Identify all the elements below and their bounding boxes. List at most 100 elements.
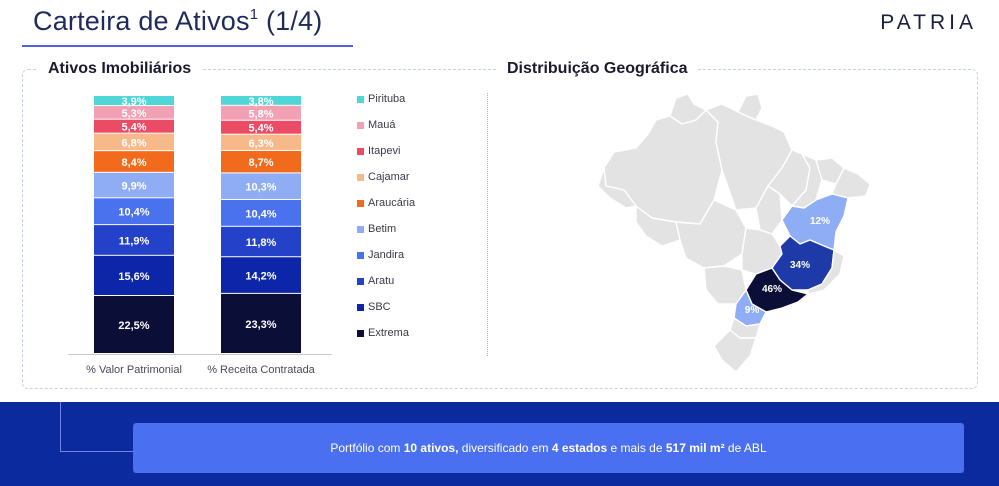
- bar-segment-0-0: [94, 296, 174, 353]
- legend-item-8: SBC: [357, 300, 391, 314]
- legend-label: Pirituba: [368, 93, 406, 105]
- bar-data-label-1-8: 5,8%: [248, 108, 273, 120]
- bar-data-label-1-0: 23,3%: [245, 319, 276, 331]
- legend-label: Betim: [368, 223, 397, 235]
- legend-label: Jandira: [368, 249, 405, 261]
- legend-swatch: [357, 147, 364, 155]
- bar-segment-1-0: [221, 293, 301, 353]
- bar-data-label-0-5: 8,4%: [121, 157, 146, 169]
- state-ne-east: [831, 167, 871, 199]
- legend-item-3: Cajamar: [357, 170, 410, 184]
- legend-label: Itapevi: [368, 145, 401, 157]
- legend-item-7: Aratu: [357, 274, 394, 288]
- legend-swatch: [357, 277, 364, 285]
- geo-section-heading: Distribuição Geográfica: [497, 60, 698, 78]
- bar-segment-0-5: [94, 151, 174, 172]
- footer-text-1: Portfólio com: [330, 441, 404, 455]
- bar-data-label-1-1: 14,2%: [245, 271, 276, 283]
- legend-swatch: [357, 251, 364, 259]
- legend-item-2: Itapevi: [357, 144, 400, 158]
- footer-bold-states: 4 estados: [551, 441, 608, 455]
- brand-logo: PATRIA: [880, 11, 977, 34]
- legend-item-6: Jandira: [357, 248, 404, 262]
- bar-segment-0-1: [94, 255, 174, 296]
- bar-segment-1-4: [221, 173, 301, 199]
- legend-label: Mauá: [368, 119, 396, 131]
- bar-segment-0-3: [94, 198, 174, 225]
- legend-label: Aratu: [368, 275, 395, 287]
- bar-segment-1-6: [221, 134, 301, 150]
- bar-segment-0-7: [94, 119, 174, 133]
- bar-data-label-1-6: 6,3%: [248, 138, 273, 150]
- bar-segment-1-5: [221, 150, 301, 173]
- bar-segment-0-9: [94, 96, 174, 106]
- bar-data-label-0-1: 15,6%: [118, 271, 149, 283]
- legend-swatch: [357, 121, 364, 129]
- bar-segment-0-4: [94, 172, 174, 198]
- bar-data-label-1-7: 5,4%: [248, 123, 273, 135]
- bar-segment-0-8: [94, 106, 174, 119]
- legend-item-1: Mauá: [357, 118, 396, 132]
- page-title-suffix: (1/4): [265, 6, 323, 36]
- footer-summary-box: Portfólio com 10 ativos, diversificado e…: [133, 423, 964, 473]
- legend-label: Araucária: [368, 197, 416, 209]
- legend-swatch: [357, 303, 364, 311]
- footer-decor-line: [60, 402, 156, 452]
- state-ro: [635, 205, 681, 247]
- bar-data-label-1-9: 3,8%: [248, 96, 273, 108]
- legend-swatch: [357, 95, 364, 103]
- legend-item-9: Extrema: [357, 326, 409, 340]
- footer-text-2: diversificado em: [458, 441, 552, 455]
- title-footnote-mark: 1: [249, 6, 259, 23]
- state-rr: [669, 93, 707, 125]
- bar-segment-1-3: [221, 199, 301, 226]
- bar-segment-1-1: [221, 257, 301, 293]
- map-value-label-mg: 34%: [790, 260, 810, 271]
- legend-label: Extrema: [368, 327, 409, 339]
- bar-data-label-0-9: 3,9%: [121, 96, 146, 108]
- bar-segment-0-6: [94, 133, 174, 151]
- footer-bold-area: 517 mil m²: [665, 441, 725, 455]
- legend-label: Cajamar: [368, 171, 410, 183]
- bar-data-label-0-3: 10,4%: [118, 207, 149, 219]
- footer-summary-text: Portfólio com 10 ativos, diversificado e…: [330, 441, 766, 455]
- bar-segment-1-7: [221, 120, 301, 134]
- legend-swatch: [357, 329, 364, 337]
- bar-segment-1-2: [221, 226, 301, 257]
- legend-swatch: [357, 199, 364, 207]
- footer-bold-assets: 10 ativos,: [403, 441, 459, 455]
- title-underline: [22, 45, 353, 47]
- assets-section-heading: Ativos Imobiliários: [38, 60, 202, 78]
- category-label-0: % Valor Patrimonial: [86, 364, 182, 376]
- footer-text-3: e mais de: [607, 441, 666, 455]
- legend-label: SBC: [368, 301, 391, 313]
- bar-data-label-0-0: 22,5%: [118, 320, 149, 332]
- map-value-label-ba: 12%: [810, 216, 830, 227]
- state-am: [603, 109, 723, 225]
- section-divider: [487, 93, 488, 356]
- bar-data-label-1-4: 10,3%: [245, 182, 276, 194]
- page-title: Carteira de Ativos1 (1/4): [33, 6, 322, 37]
- category-label-1: % Receita Contratada: [207, 364, 315, 376]
- footer-text-4: de ABL: [724, 441, 767, 455]
- stacked-bar-chart: 22,5% 15,6% 11,9% 10,4% 9,9% 8,4% 6,8% 5,4% 5,3%…: [68, 96, 332, 376]
- state-rs: [713, 329, 757, 373]
- bar-data-label-1-3: 10,4%: [245, 208, 276, 220]
- brazil-map: 34% 46% 12% 9%: [597, 93, 871, 373]
- bar-segment-0-2: [94, 225, 174, 255]
- legend-swatch: [357, 225, 364, 233]
- bar-data-label-0-6: 6,8%: [121, 137, 146, 149]
- map-value-label-pr: 9%: [745, 305, 760, 316]
- bar-data-label-0-4: 9,9%: [121, 181, 146, 193]
- bar-segment-1-8: [221, 105, 301, 120]
- state-ap: [737, 93, 763, 121]
- bar-segment-1-9: [221, 96, 301, 105]
- map-value-label-sp: 46%: [762, 284, 782, 295]
- state-ac: [597, 167, 637, 209]
- legend-item-5: Betim: [357, 222, 396, 236]
- bar-data-label-1-5: 8,7%: [248, 157, 273, 169]
- legend-item-0: Pirituba: [357, 92, 405, 106]
- bar-data-label-0-2: 11,9%: [119, 235, 150, 247]
- footer-band: Portfólio com 10 ativos, diversificado e…: [0, 402, 999, 486]
- bar-data-label-1-2: 11,8%: [246, 237, 277, 249]
